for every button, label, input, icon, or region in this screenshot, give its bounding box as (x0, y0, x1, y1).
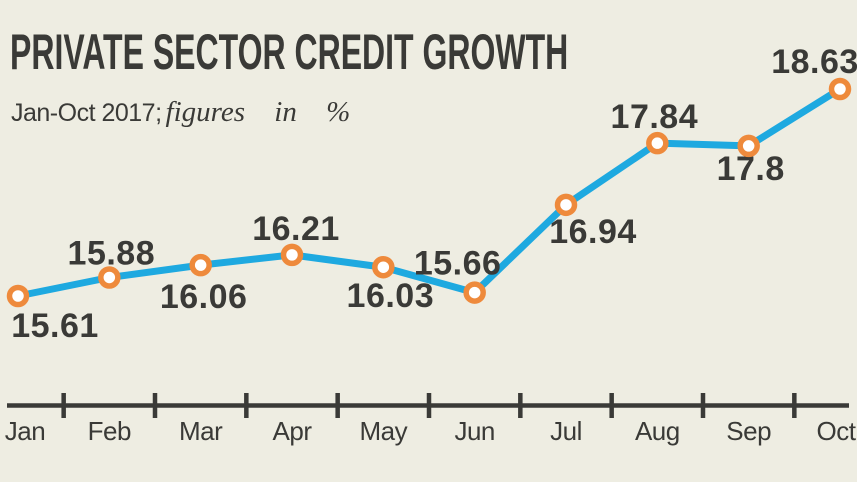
x-axis-label-jun: Jun (454, 416, 494, 446)
x-axis-label-aug: Aug (635, 416, 680, 446)
data-value-label-jan: 15.61 (11, 307, 99, 345)
chart-subtitle: Jan-Oct 2017; figures in % (11, 96, 350, 129)
data-point-may (372, 255, 395, 279)
data-point-apr (280, 243, 304, 267)
data-value-label-feb: 15.88 (68, 234, 156, 272)
subtitle-note: figures in % (165, 96, 351, 128)
data-point-mar (189, 253, 212, 277)
x-axis-label-mar: Mar (179, 416, 223, 446)
data-value-label-mar: 16.06 (160, 278, 248, 316)
x-axis-label-jul: Jul (550, 416, 582, 446)
data-point-aug (646, 131, 669, 155)
data-value-label-apr: 16.21 (252, 210, 340, 248)
data-point-sep (737, 134, 760, 158)
x-axis-label-sep: Sep (726, 416, 771, 446)
data-point-feb (98, 266, 121, 289)
chart-title: PRIVATE SECTOR CREDIT GROWTH (10, 24, 569, 80)
data-point-jul (554, 193, 578, 217)
data-value-label-oct: 18.63 (771, 43, 857, 81)
data-value-label-may: 16.03 (347, 277, 435, 315)
credit-growth-line (14, 85, 844, 300)
x-axis-label-oct: Oct (817, 416, 857, 446)
x-axis-label-may: May (360, 416, 408, 446)
x-axis-label-apr: Apr (273, 416, 313, 446)
data-point-jan (6, 284, 30, 308)
data-point-jun (463, 281, 486, 304)
data-value-label-jul: 16.94 (549, 213, 637, 251)
data-point-oct (828, 77, 852, 101)
data-value-label-jun: 15.66 (414, 245, 502, 283)
x-axis-label-jan: Jan (5, 416, 45, 446)
x-axis-label-feb: Feb (88, 416, 131, 446)
subtitle-period: Jan-Oct 2017; (11, 99, 162, 127)
data-value-label-aug: 17.84 (611, 98, 699, 136)
